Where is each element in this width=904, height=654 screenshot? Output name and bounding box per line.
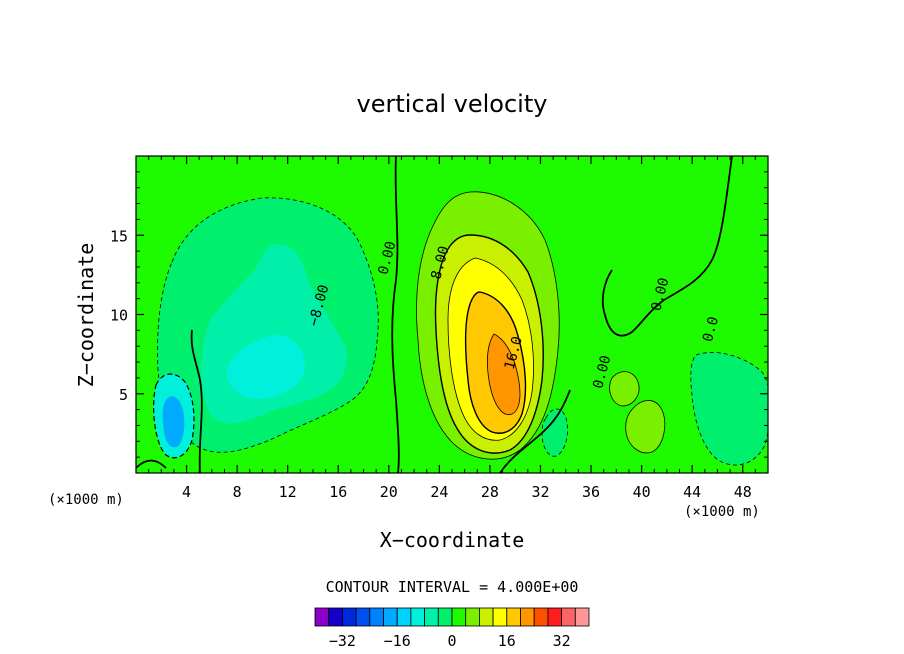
y-tick-label: 5: [119, 386, 128, 404]
x-tick-label: 20: [380, 483, 398, 501]
colorbar-swatch: [520, 607, 535, 627]
y-tick-label: 15: [110, 227, 128, 245]
colorbar-swatch: [506, 607, 521, 627]
colorbar-swatch: [533, 607, 549, 627]
x-tick-label: 8: [233, 483, 242, 501]
zero-contour-bottom: [499, 389, 571, 473]
colorbar-swatch: [383, 607, 398, 627]
zero-contour-left: [190, 329, 203, 473]
zero-contours: [136, 156, 733, 473]
x-tick-label: 40: [633, 483, 651, 501]
y-axis: 5 10 15: [110, 171, 768, 458]
fill-right-neg: [690, 352, 768, 466]
x-tick-label: 12: [279, 483, 297, 501]
x-axis-label: X−coordinate: [380, 528, 525, 552]
colorbar-tick-label: 32: [553, 632, 571, 650]
fill-right-neg-b: [541, 408, 568, 457]
fill-neg-12: [226, 334, 305, 399]
colorbar-swatch: [478, 607, 494, 627]
contour-interval: CONTOUR INTERVAL = 4.000E+00: [326, 578, 579, 596]
y-tick-label: 10: [110, 307, 128, 325]
colorbar-swatch: [328, 607, 343, 627]
colorbar-swatch: [410, 607, 425, 627]
colorbar-swatch: [437, 607, 453, 627]
x-tick-label: 32: [531, 483, 549, 501]
x-tick-label: 24: [430, 483, 448, 501]
colorbar-swatch: [574, 607, 590, 627]
zero-contour-right: [601, 156, 733, 337]
colorbar-tick-label: 16: [498, 632, 516, 650]
fill-right-pos-b: [609, 371, 640, 407]
x-tick-label: 28: [481, 483, 499, 501]
colorbar-swatch: [547, 607, 563, 627]
colorbar-tick-label: −32: [329, 632, 356, 650]
zero-contour-center: [391, 156, 400, 473]
x-tick-label: 16: [329, 483, 347, 501]
colorbar-swatch: [451, 607, 467, 627]
colorbar-swatch: [492, 607, 508, 627]
colorbar-swatch: [369, 607, 384, 627]
x-axis: 4 8 12 16 20 24 28 32 36 40 44 48: [148, 156, 756, 501]
x-tick-label: 36: [582, 483, 600, 501]
chart-title: vertical velocity: [357, 90, 548, 118]
zero-contour-bl: [136, 459, 167, 469]
contour-label-6: 0.0: [700, 315, 722, 344]
fill-neg-left-core: [162, 396, 185, 448]
x-tick-label: 44: [683, 483, 701, 501]
colorbar: −32 −16 0 16 32: [314, 607, 590, 650]
colorbar-tick-label: −16: [384, 632, 411, 650]
x-tick-label: 4: [182, 483, 191, 501]
colorbar-swatch: [341, 607, 357, 627]
colorbar-tick-label: 0: [447, 632, 456, 650]
colorbar-swatch: [465, 607, 480, 627]
fill-pos-20: [486, 333, 521, 416]
x-unit-right: (×1000 m): [684, 504, 760, 520]
colorbar-swatch: [314, 607, 330, 627]
colorbar-swatch: [424, 607, 439, 627]
colorbar-swatch: [355, 607, 371, 627]
y-axis-label: Z−coordinate: [74, 243, 98, 388]
colorbar-swatch: [396, 607, 412, 627]
colorbar-swatch: [561, 607, 576, 627]
contour-fills: [153, 191, 768, 466]
x-tick-label: 48: [734, 483, 752, 501]
x-unit-left: (×1000 m): [48, 492, 124, 508]
fill-right-pos-a: [625, 400, 666, 454]
